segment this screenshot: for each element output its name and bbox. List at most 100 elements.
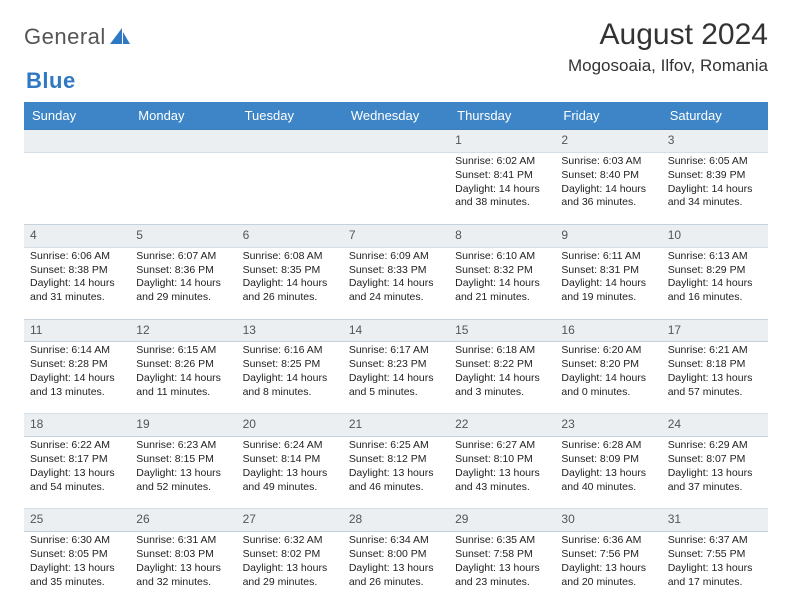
day-body-cell: Sunrise: 6:34 AMSunset: 8:00 PMDaylight:…: [343, 532, 449, 604]
day-number: 20: [237, 414, 343, 436]
day-number: 4: [24, 225, 130, 247]
daynum-row: 18192021222324: [24, 414, 768, 437]
day-number-cell: 2: [555, 130, 661, 153]
sunset-line: Sunset: 8:33 PM: [349, 264, 443, 278]
sunrise-line: Sunrise: 6:15 AM: [136, 344, 230, 358]
calendar-table: Sunday Monday Tuesday Wednesday Thursday…: [24, 102, 768, 604]
sunrise-line: Sunrise: 6:08 AM: [243, 250, 337, 264]
daybody-row: Sunrise: 6:30 AMSunset: 8:05 PMDaylight:…: [24, 532, 768, 604]
daylight-line: Daylight: 14 hours and 36 minutes.: [561, 183, 655, 211]
day-body-cell: Sunrise: 6:32 AMSunset: 8:02 PMDaylight:…: [237, 532, 343, 604]
day-number-cell: 30: [555, 509, 661, 532]
sunset-line: Sunset: 8:35 PM: [243, 264, 337, 278]
sunrise-line: Sunrise: 6:28 AM: [561, 439, 655, 453]
day-body-cell: Sunrise: 6:20 AMSunset: 8:20 PMDaylight:…: [555, 342, 661, 414]
daybody-row: Sunrise: 6:14 AMSunset: 8:28 PMDaylight:…: [24, 342, 768, 414]
day-number: 14: [343, 320, 449, 342]
day-number-cell: [343, 130, 449, 153]
day-number: 3: [662, 130, 768, 152]
day-number-cell: 4: [24, 224, 130, 247]
day-number: 25: [24, 509, 130, 531]
day-body-cell: [343, 152, 449, 224]
sunset-line: Sunset: 8:28 PM: [30, 358, 124, 372]
day-number: 7: [343, 225, 449, 247]
daylight-line: Daylight: 14 hours and 13 minutes.: [30, 372, 124, 400]
day-body-cell: Sunrise: 6:25 AMSunset: 8:12 PMDaylight:…: [343, 437, 449, 509]
daylight-line: Daylight: 13 hours and 40 minutes.: [561, 467, 655, 495]
day-body-cell: Sunrise: 6:08 AMSunset: 8:35 PMDaylight:…: [237, 247, 343, 319]
sunrise-line: Sunrise: 6:29 AM: [668, 439, 762, 453]
sunrise-line: Sunrise: 6:37 AM: [668, 534, 762, 548]
sunset-line: Sunset: 8:36 PM: [136, 264, 230, 278]
sunrise-line: Sunrise: 6:11 AM: [561, 250, 655, 264]
day-body-cell: Sunrise: 6:24 AMSunset: 8:14 PMDaylight:…: [237, 437, 343, 509]
day-body-cell: Sunrise: 6:02 AMSunset: 8:41 PMDaylight:…: [449, 152, 555, 224]
daylight-line: Daylight: 13 hours and 20 minutes.: [561, 562, 655, 590]
sunrise-line: Sunrise: 6:27 AM: [455, 439, 549, 453]
day-number: 6: [237, 225, 343, 247]
sunset-line: Sunset: 7:55 PM: [668, 548, 762, 562]
sunset-line: Sunset: 8:17 PM: [30, 453, 124, 467]
sunset-line: Sunset: 8:23 PM: [349, 358, 443, 372]
day-body-cell: Sunrise: 6:16 AMSunset: 8:25 PMDaylight:…: [237, 342, 343, 414]
day-number-cell: 13: [237, 319, 343, 342]
day-number-cell: 6: [237, 224, 343, 247]
day-number-cell: [130, 130, 236, 153]
day-number: 12: [130, 320, 236, 342]
day-number: 21: [343, 414, 449, 436]
day-body-cell: Sunrise: 6:13 AMSunset: 8:29 PMDaylight:…: [662, 247, 768, 319]
day-body-cell: Sunrise: 6:29 AMSunset: 8:07 PMDaylight:…: [662, 437, 768, 509]
sunset-line: Sunset: 8:29 PM: [668, 264, 762, 278]
sunset-line: Sunset: 8:03 PM: [136, 548, 230, 562]
day-number: 8: [449, 225, 555, 247]
day-body-cell: Sunrise: 6:11 AMSunset: 8:31 PMDaylight:…: [555, 247, 661, 319]
sunset-line: Sunset: 8:07 PM: [668, 453, 762, 467]
calendar-body: 12 3 Sunrise: 6:02 AMSunset: 8:41 PMDaylig…: [24, 130, 768, 604]
sunset-line: Sunset: 8:05 PM: [30, 548, 124, 562]
sunset-line: Sunset: 8:39 PM: [668, 169, 762, 183]
sunset-line: Sunset: 8:02 PM: [243, 548, 337, 562]
day-number: 18: [24, 414, 130, 436]
day-number: 11: [24, 320, 130, 342]
day-number-cell: 16: [555, 319, 661, 342]
sunset-line: Sunset: 8:26 PM: [136, 358, 230, 372]
sunrise-line: Sunrise: 6:13 AM: [668, 250, 762, 264]
weekday-header-row: Sunday Monday Tuesday Wednesday Thursday…: [24, 102, 768, 130]
day-number-cell: [24, 130, 130, 153]
day-number-cell: 9: [555, 224, 661, 247]
day-number: 17: [662, 320, 768, 342]
sunrise-line: Sunrise: 6:20 AM: [561, 344, 655, 358]
day-number-cell: 20: [237, 414, 343, 437]
sunset-line: Sunset: 8:22 PM: [455, 358, 549, 372]
weekday-header: Sunday: [24, 102, 130, 130]
daylight-line: Daylight: 14 hours and 19 minutes.: [561, 277, 655, 305]
daylight-line: Daylight: 14 hours and 21 minutes.: [455, 277, 549, 305]
day-body-cell: [130, 152, 236, 224]
day-number: 26: [130, 509, 236, 531]
day-number-cell: 8: [449, 224, 555, 247]
day-number: 30: [555, 509, 661, 531]
daylight-line: Daylight: 13 hours and 17 minutes.: [668, 562, 762, 590]
daylight-line: Daylight: 13 hours and 23 minutes.: [455, 562, 549, 590]
day-body-cell: Sunrise: 6:07 AMSunset: 8:36 PMDaylight:…: [130, 247, 236, 319]
day-number: 13: [237, 320, 343, 342]
sunset-line: Sunset: 8:31 PM: [561, 264, 655, 278]
daylight-line: Daylight: 13 hours and 57 minutes.: [668, 372, 762, 400]
daylight-line: Daylight: 13 hours and 37 minutes.: [668, 467, 762, 495]
daylight-line: Daylight: 13 hours and 43 minutes.: [455, 467, 549, 495]
daylight-line: Daylight: 14 hours and 16 minutes.: [668, 277, 762, 305]
sunset-line: Sunset: 8:14 PM: [243, 453, 337, 467]
day-number: 28: [343, 509, 449, 531]
day-number-cell: 12: [130, 319, 236, 342]
day-number: 15: [449, 320, 555, 342]
day-body-cell: Sunrise: 6:15 AMSunset: 8:26 PMDaylight:…: [130, 342, 236, 414]
daylight-line: Daylight: 14 hours and 34 minutes.: [668, 183, 762, 211]
sunset-line: Sunset: 8:09 PM: [561, 453, 655, 467]
sunrise-line: Sunrise: 6:23 AM: [136, 439, 230, 453]
day-number-cell: 19: [130, 414, 236, 437]
sunset-line: Sunset: 8:12 PM: [349, 453, 443, 467]
daybody-row: Sunrise: 6:06 AMSunset: 8:38 PMDaylight:…: [24, 247, 768, 319]
daylight-line: Daylight: 13 hours and 46 minutes.: [349, 467, 443, 495]
sunset-line: Sunset: 8:20 PM: [561, 358, 655, 372]
daylight-line: Daylight: 14 hours and 29 minutes.: [136, 277, 230, 305]
